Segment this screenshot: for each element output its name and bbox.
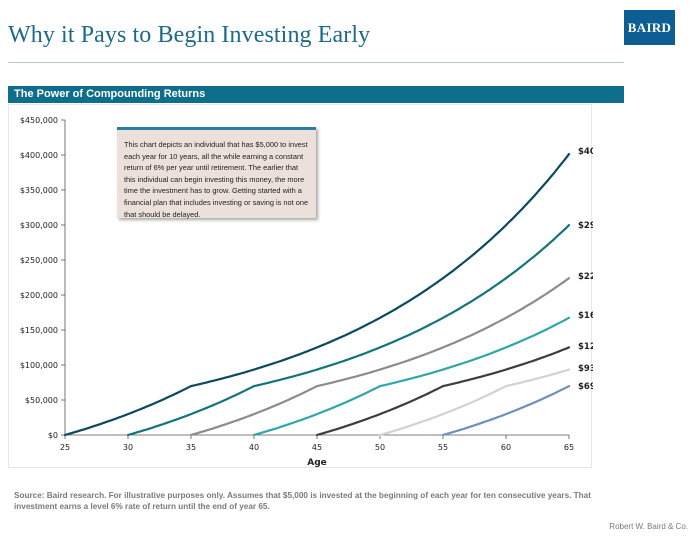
y-tick-label: $150,000 [20,326,58,335]
end-value-label: $401,230 [578,147,593,157]
y-tick-label: $0 [48,431,58,440]
y-tick-label: $450,000 [20,116,58,125]
page-title: Why it Pays to Begin Investing Early [8,22,371,48]
source-note: Source: Baird research. For illustrative… [14,491,591,511]
y-tick-label: $100,000 [20,361,58,370]
footer-company: Robert W. Baird & Co. [609,522,688,531]
y-tick-label: $400,000 [20,151,58,160]
x-axis-title: Age [307,458,327,468]
title-divider [8,62,624,63]
y-tick-label: $300,000 [20,221,58,230]
series-line-age-30 [126,224,571,437]
end-value-label: $167,419 [578,311,593,321]
end-value-label: $125,105 [578,342,593,352]
x-tick-label: 45 [312,443,322,452]
y-tick-label: $350,000 [20,186,58,195]
x-tick-label: 40 [249,443,259,452]
x-tick-label: 65 [564,443,574,452]
compounding-chart: $0 $50,000 $100,000 $150,000 $200,000 $250,00… [20,116,593,468]
series-lines [63,153,571,437]
series-line-age-45 [315,346,571,437]
end-value-label: $93,486 [578,364,593,374]
series-line-age-35 [189,277,571,437]
end-value-label: $224,045 [578,272,593,282]
section-header: The Power of Compounding Returns [8,86,624,103]
end-value-label: $299,822 [578,221,593,231]
baird-logo: BAIRD [624,10,675,45]
x-tick-label: 30 [123,443,133,452]
series-line-age-50 [378,368,571,437]
x-tick-label: 60 [501,443,511,452]
y-tick-label: $200,000 [20,291,58,300]
x-tick-label: 50 [375,443,385,452]
x-tick-label: 25 [60,443,70,452]
x-tick-label: 55 [438,443,448,452]
chart-note: This chart depicts an individual that ha… [117,127,316,219]
series-line-age-25 [63,153,571,437]
end-labels: $401,230 $299,822 $224,045 $167,419 $125,105… [578,147,593,392]
end-value-label: $69,858 [578,382,593,392]
axes: $0 $50,000 $100,000 $150,000 $200,000 $250,00… [20,116,574,468]
x-tick-label: 35 [186,443,196,452]
y-tick-label: $250,000 [20,256,58,265]
series-line-age-55 [441,385,571,437]
series-line-age-40 [252,316,571,437]
y-tick-label: $50,000 [25,396,58,405]
